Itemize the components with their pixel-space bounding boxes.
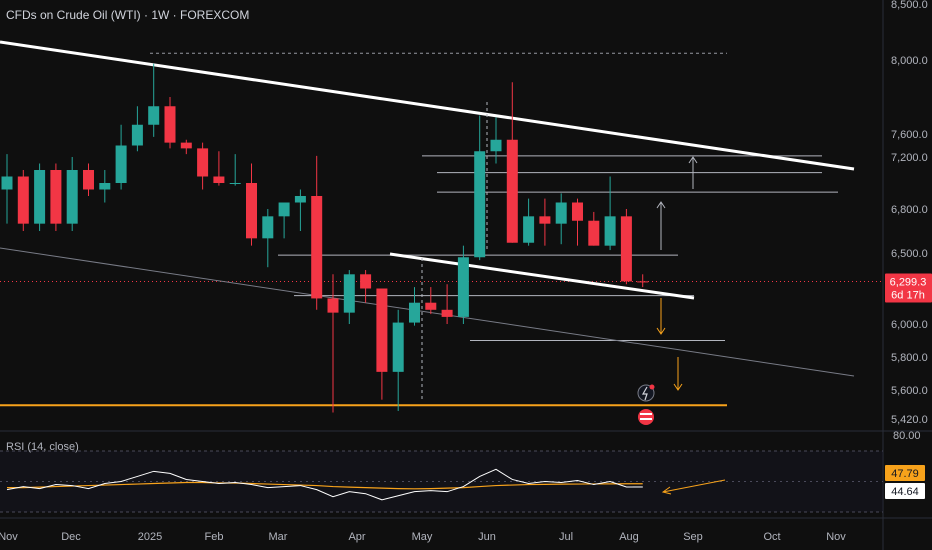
flag-stripe xyxy=(640,418,652,420)
x-axis-tick-label: Apr xyxy=(348,531,365,543)
rsi-line xyxy=(6,468,643,501)
rsi-value: 44.64 xyxy=(891,486,919,498)
last-price-label: 6,299.3 xyxy=(890,276,927,288)
price-pane xyxy=(0,0,883,430)
rsi-title: RSI (14, close) xyxy=(6,441,79,453)
x-axis-tick-label: Jul xyxy=(559,531,573,543)
y-axis-tick-label: 7,600.0 xyxy=(891,129,928,141)
rsi-ma-line xyxy=(7,481,643,490)
candle-body xyxy=(311,196,323,299)
candle-body xyxy=(327,298,339,313)
x-axis-tick-label: 2025 xyxy=(138,531,162,543)
candle-body xyxy=(506,139,518,243)
rsi-ma-value: 47.79 xyxy=(891,468,919,480)
down-arrow-head xyxy=(673,383,683,391)
y-axis-tick-label: 5,420.0 xyxy=(891,414,928,426)
y-axis-tick-label: 5,600.0 xyxy=(891,385,928,397)
candle-body xyxy=(588,220,600,246)
x-axis-tick-label: Nov xyxy=(0,531,18,543)
y-axis-tick-label: 7,200.0 xyxy=(891,152,928,164)
lower-channel-line xyxy=(0,247,855,377)
candle-body xyxy=(180,142,192,149)
candle-body xyxy=(99,183,111,190)
candle-body xyxy=(572,202,583,221)
candle-body xyxy=(441,309,453,317)
candle-body xyxy=(278,202,290,217)
candle-body xyxy=(376,288,388,372)
x-axis-tick-label: Nov xyxy=(826,531,846,543)
countdown-label: 6d 17h xyxy=(891,289,925,301)
rsi-arrow xyxy=(662,479,726,493)
candle-body xyxy=(360,274,372,289)
candle-body xyxy=(66,170,78,224)
notification-dot xyxy=(649,384,655,390)
candle-body xyxy=(131,124,143,146)
lightning-icon xyxy=(637,384,655,402)
rsi-value-badge xyxy=(885,483,925,499)
candle-body xyxy=(539,216,551,224)
candle-body xyxy=(392,322,404,372)
x-axis-tick-label: Dec xyxy=(61,531,81,543)
candle-body xyxy=(490,139,502,152)
y-axis-tick-label: 5,800.0 xyxy=(891,352,928,364)
candle-body xyxy=(457,257,469,317)
candle-body xyxy=(425,302,437,310)
candle-body xyxy=(115,145,127,183)
x-axis-tick-label: Aug xyxy=(619,531,639,543)
rsi-band xyxy=(0,451,883,512)
candle-body xyxy=(294,196,306,203)
chart-title: CFDs on Crude Oil (WTI) · 1W · FOREXCOM xyxy=(6,8,250,22)
rsi-ma-badge xyxy=(885,465,925,481)
mid-trendline xyxy=(389,252,695,300)
x-axis-tick-label: Feb xyxy=(205,531,224,543)
candle-body xyxy=(17,176,29,224)
flag-stripe xyxy=(640,413,652,415)
candle-body xyxy=(34,170,46,224)
candle-body xyxy=(229,183,241,184)
candle-body xyxy=(50,170,62,224)
flag-icon-circle xyxy=(638,409,654,425)
x-axis-tick-label: May xyxy=(412,531,433,543)
rsi-axis-tick-label: 80.00 xyxy=(893,430,921,442)
x-axis-tick-label: Oct xyxy=(763,531,780,543)
candle-body xyxy=(83,170,94,190)
candle-body xyxy=(262,216,274,239)
lightning-icon-circle xyxy=(637,384,655,402)
candle-body xyxy=(523,216,535,243)
y-axis-tick-label: 6,800.0 xyxy=(891,204,928,216)
x-axis-tick-label: Sep xyxy=(683,531,703,543)
y-axis-tick-label: 8,500.0 xyxy=(891,0,928,11)
y-axis-tick-label: 6,500.0 xyxy=(891,248,928,260)
candle-body xyxy=(637,281,649,283)
candle-body xyxy=(1,176,13,190)
rsi-arrow-head xyxy=(661,486,672,495)
y-axis-tick-label: 8,000.0 xyxy=(891,55,928,67)
up-arrow-head xyxy=(656,201,666,209)
candle-body xyxy=(197,148,209,177)
us-flag-icon xyxy=(638,409,654,425)
x-axis-tick-label: Mar xyxy=(269,531,288,543)
lightning-icon-bolt xyxy=(641,386,648,401)
down-arrow-head xyxy=(656,327,666,335)
last-price-badge xyxy=(885,273,932,303)
candle-body xyxy=(343,274,355,313)
candle-body xyxy=(409,302,420,323)
candle-body xyxy=(148,106,160,125)
candle-body xyxy=(246,183,257,239)
upper-trendline xyxy=(0,40,855,171)
candle-body xyxy=(164,106,176,143)
candle-body xyxy=(213,176,225,183)
x-axis-tick-label: Jun xyxy=(478,531,496,543)
candle-body xyxy=(474,151,486,258)
candle-body xyxy=(604,216,616,246)
up-arrow-head xyxy=(688,156,698,164)
candle-body xyxy=(620,216,632,282)
y-axis-tick-label: 6,000.0 xyxy=(891,319,928,331)
candle-body xyxy=(555,202,567,224)
